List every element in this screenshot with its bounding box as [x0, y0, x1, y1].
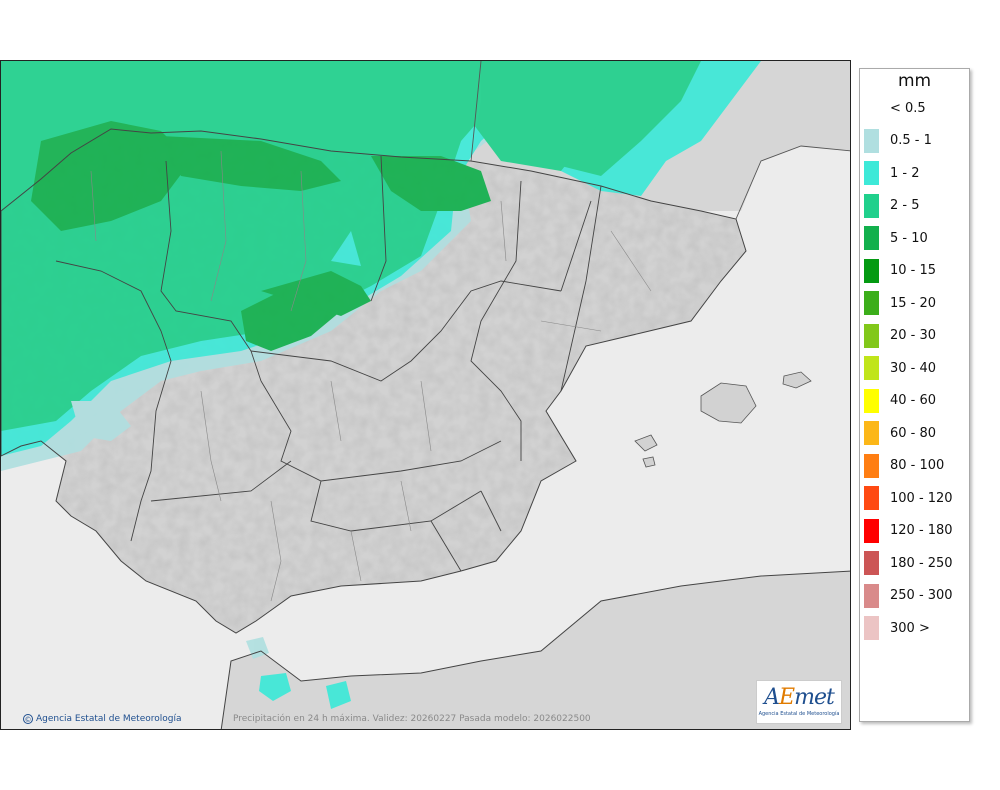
legend-swatch	[864, 356, 879, 380]
legend-label: 300 >	[890, 620, 930, 636]
menorca	[782, 371, 812, 389]
legend-label: 5 - 10	[890, 230, 928, 246]
legend-item: 40 - 60	[864, 388, 937, 413]
legend-swatch	[864, 518, 879, 543]
legend-item: < 0.5	[864, 96, 926, 120]
legend-item: 1 - 2	[864, 161, 920, 185]
legend-swatch	[864, 161, 879, 185]
legend-label: 2 - 5	[890, 198, 920, 213]
legend-swatch	[864, 616, 879, 640]
precipitation-map: © Agencia Estatal de Meteorología Precip…	[0, 60, 851, 730]
region-borders	[55, 155, 602, 572]
legend-label: 1 - 2	[890, 165, 920, 181]
province-borders	[90, 150, 652, 602]
legend-swatch	[864, 388, 879, 413]
africa-coastline	[220, 570, 850, 729]
legend-swatch	[864, 551, 879, 575]
legend-label: 10 - 15	[890, 263, 937, 278]
legend-item: 80 - 100	[864, 453, 945, 478]
legend-swatch	[864, 193, 879, 218]
map-canvas	[1, 61, 850, 729]
legend-item: 5 - 10	[864, 226, 928, 250]
logo-wordmark: AEmet	[764, 685, 835, 710]
legend-item: 100 - 120	[864, 486, 953, 510]
legend-label: 180 - 250	[890, 555, 953, 571]
legend-swatch	[864, 323, 879, 348]
legend-item: 120 - 180	[864, 518, 953, 543]
agency-credit: © Agencia Estatal de Meteorología	[23, 714, 182, 724]
legend-label: 15 - 20	[890, 295, 937, 311]
legend-label: 0.5 - 1	[890, 133, 932, 148]
legend-unit: mm	[897, 71, 932, 91]
legend-item: 2 - 5	[864, 193, 920, 218]
legend-item: 250 - 300	[864, 583, 953, 608]
legend-item: 15 - 20	[864, 291, 936, 315]
legend-item: 30 - 40	[864, 356, 936, 380]
legend-swatch	[864, 583, 879, 608]
legend-label: 20 - 30	[890, 328, 937, 343]
france-border	[470, 61, 850, 220]
legend-item: 180 - 250	[864, 551, 953, 575]
legend-item: 10 - 15	[864, 258, 937, 283]
legend-swatch	[864, 226, 879, 250]
formentera	[642, 456, 656, 468]
legend-swatch	[864, 128, 879, 153]
precipitation-layer	[1, 61, 761, 709]
legend-item: 20 - 30	[864, 323, 937, 348]
aemet-logo: AEmet Agencia Estatal de Meteorología	[756, 680, 842, 724]
precipitation-legend: mm < 0.5 0.5 - 1 1 - 2 2 - 5 5 - 10 10 - 15 15…	[859, 68, 970, 722]
legend-label: 40 - 60	[890, 393, 937, 408]
legend-label: 80 - 100	[890, 458, 945, 473]
map-caption: Precipitación en 24 h máxima. Validez: 2…	[233, 714, 591, 724]
legend-label: < 0.5	[890, 100, 926, 116]
mallorca	[700, 382, 757, 424]
legend-swatch	[864, 486, 879, 510]
credit-text: Agencia Estatal de Meteorología	[36, 714, 182, 724]
copyright-icon: ©	[23, 714, 33, 724]
north-africa-land	[221, 571, 850, 729]
ibiza	[634, 434, 658, 452]
legend-label: 60 - 80	[890, 425, 937, 441]
legend-swatch	[864, 421, 879, 445]
legend-label: 100 - 120	[890, 490, 953, 506]
legend-label: 30 - 40	[890, 360, 937, 376]
legend-label: 120 - 180	[890, 523, 953, 538]
legend-swatch	[864, 258, 879, 283]
legend-item: 0.5 - 1	[864, 128, 932, 153]
legend-label: 250 - 300	[890, 588, 953, 603]
logo-subtitle: Agencia Estatal de Meteorología	[758, 711, 840, 717]
legend-swatch	[864, 453, 879, 478]
legend-item: 300 >	[864, 616, 930, 640]
legend-swatch	[864, 291, 879, 315]
legend-item: 60 - 80	[864, 421, 936, 445]
legend-swatch	[864, 96, 879, 120]
